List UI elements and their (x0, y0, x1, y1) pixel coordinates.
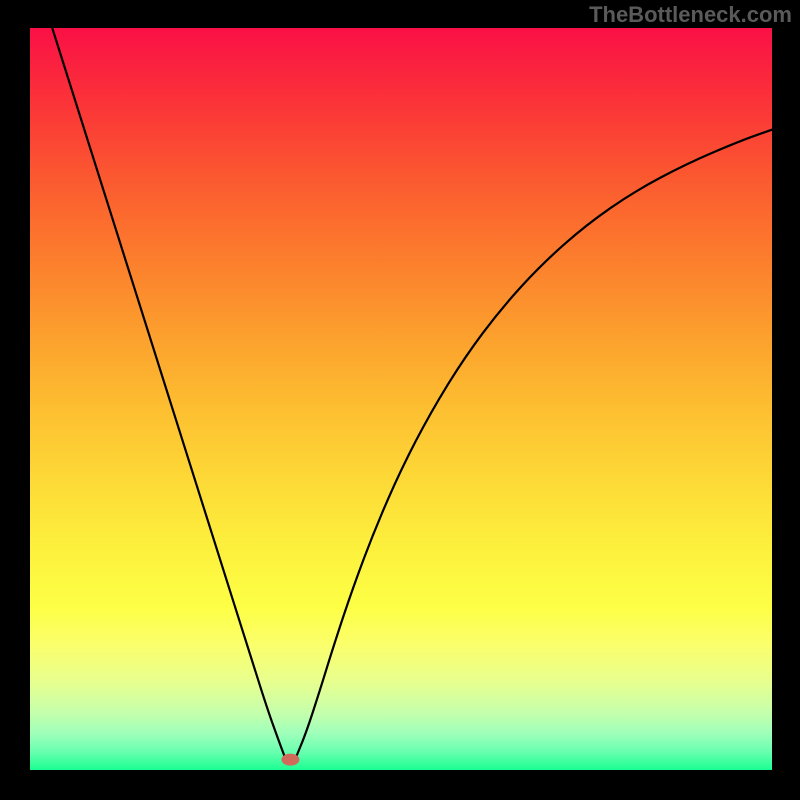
watermark-text: TheBottleneck.com (589, 2, 792, 28)
curve-layer (30, 28, 772, 770)
bottleneck-curve (52, 28, 772, 758)
plot-area (30, 28, 772, 770)
optimum-marker (281, 754, 299, 766)
chart-container: TheBottleneck.com (0, 0, 800, 800)
